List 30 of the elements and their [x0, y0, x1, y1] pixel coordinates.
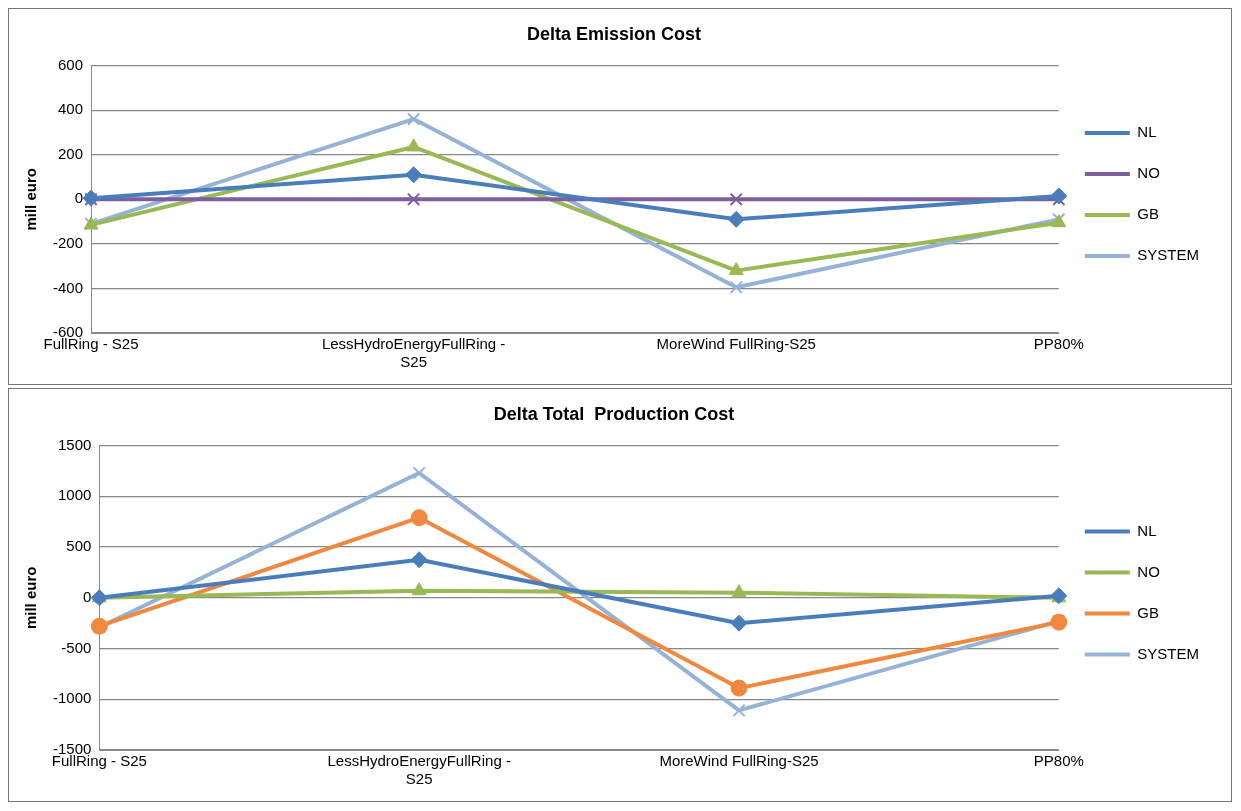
- legend-label: NL: [1137, 123, 1157, 141]
- legend-label: SYSTEM: [1137, 246, 1200, 264]
- x-tick-label: LessHydroEnergyFullRing - S25: [321, 335, 506, 371]
- y-tick-label: -400: [52, 278, 84, 296]
- y-tick-label: -1000: [52, 689, 92, 707]
- y-axis-title: mill euro: [22, 168, 40, 231]
- y-tick-label: 1500: [57, 435, 92, 453]
- y-tick-label: 1000: [57, 486, 92, 504]
- legend-label: NO: [1137, 562, 1160, 580]
- y-tick-label: 0: [83, 587, 92, 605]
- y-tick-label: 500: [66, 537, 92, 555]
- x-tick-label: MoreWind FullRing-S25: [656, 335, 816, 353]
- y-tick-label: 0: [74, 189, 84, 207]
- x-tick-label: PP80%: [1033, 752, 1084, 770]
- y-axis-title: mill euro: [22, 566, 40, 630]
- y-tick-label: 600: [57, 55, 84, 73]
- y-tick-label: 200: [57, 144, 84, 162]
- legend-label: GB: [1137, 205, 1160, 223]
- y-tick-label: 400: [57, 100, 84, 118]
- y-tick-label: -500: [61, 638, 92, 656]
- chart-title: Delta Total Production Cost: [493, 403, 735, 424]
- x-tick-label: PP80%: [1033, 335, 1084, 353]
- x-tick-label: MoreWind FullRing-S25: [659, 752, 819, 770]
- y-tick-label: -200: [52, 234, 84, 252]
- chart-title: Delta Emission Cost: [526, 23, 702, 44]
- legend-label: NO: [1137, 164, 1160, 182]
- legend-label: SYSTEM: [1137, 644, 1200, 662]
- legend-label: GB: [1137, 603, 1160, 621]
- x-tick-label: LessHydroEnergyFullRing - S25: [327, 752, 511, 788]
- legend-label: NL: [1137, 521, 1157, 539]
